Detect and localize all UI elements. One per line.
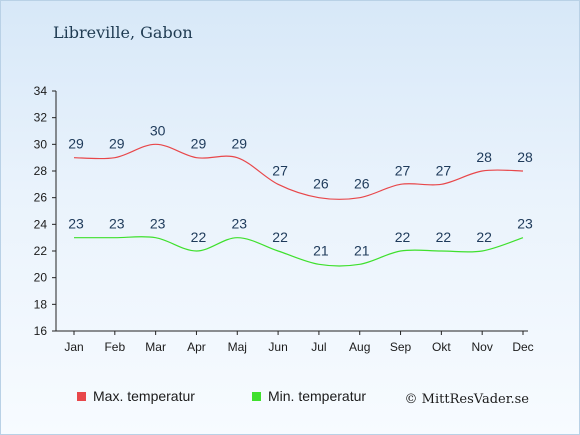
data-label-min: 23 (68, 216, 84, 232)
y-tick-label: 34 (34, 84, 48, 98)
data-label-min: 21 (354, 242, 370, 258)
legend-swatch-min (252, 392, 261, 401)
y-tick-label: 20 (34, 271, 48, 285)
series-line-min (74, 236, 524, 267)
y-tick-label: 32 (34, 111, 48, 125)
x-tick-label: Nov (472, 340, 493, 354)
data-label-min: 21 (313, 242, 329, 258)
x-tick-label: Apr (187, 340, 206, 354)
y-tick-label: 16 (34, 324, 48, 338)
y-tick-label: 18 (34, 297, 48, 311)
chart-title: Libreville, Gabon (53, 23, 193, 42)
data-label-min: 22 (436, 229, 452, 245)
data-label-min: 22 (395, 229, 411, 245)
y-tick-label: 24 (34, 217, 48, 231)
x-tick-label: Jan (64, 340, 83, 354)
credit-text: © MittResVader.se (405, 392, 530, 407)
data-label-min: 22 (191, 229, 207, 245)
data-label-min: 23 (231, 216, 247, 232)
data-label-max: 30 (150, 122, 166, 138)
data-label-max: 29 (109, 136, 125, 152)
axes: 16 18 20 22 24 26 28 30 32 34 Jan Feb Mar Apr Maj Jun Ju… (34, 84, 534, 354)
legend-label-max: Max. temperatur (93, 388, 195, 404)
legend-label-min: Min. temperatur (268, 388, 366, 404)
x-tick-label: Dec (512, 340, 533, 354)
x-tick-label: Jun (268, 340, 287, 354)
series-line-max (73, 143, 524, 200)
data-label-min: 23 (150, 216, 166, 232)
y-tick-label: 30 (34, 137, 48, 151)
data-label-max: 28 (517, 149, 533, 165)
data-label-max: 27 (436, 162, 452, 178)
x-tick-label: Aug (349, 340, 370, 354)
data-label-max: 29 (68, 136, 84, 152)
data-label-max: 27 (272, 162, 288, 178)
data-labels: 29 29 30 29 29 27 26 26 27 27 28 28 23 23 23 22 23 22 21 21… (68, 122, 533, 258)
x-tick-label: Jul (311, 340, 326, 354)
data-label-min: 23 (517, 216, 533, 232)
x-tick-label: Feb (104, 340, 125, 354)
data-label-max: 28 (476, 149, 492, 165)
data-label-min: 23 (109, 216, 125, 232)
x-tick-label: Okt (432, 340, 451, 354)
y-tick-label: 22 (34, 244, 48, 258)
y-tick-label: 26 (34, 191, 48, 205)
y-tick-label: 28 (34, 164, 48, 178)
legend-swatch-max (77, 392, 86, 401)
data-label-max: 27 (395, 162, 411, 178)
data-label-min: 22 (272, 229, 288, 245)
x-tick-label: Mar (145, 340, 166, 354)
data-label-max: 26 (313, 176, 329, 192)
data-label-max: 29 (231, 136, 247, 152)
series-layer (73, 143, 524, 267)
data-label-max: 26 (354, 176, 370, 192)
legend: Max. temperatur Min. temperatur (77, 388, 366, 404)
data-label-min: 22 (476, 229, 492, 245)
x-tick-label: Sep (390, 340, 412, 354)
data-label-max: 29 (191, 136, 207, 152)
x-tick-label: Maj (228, 340, 247, 354)
